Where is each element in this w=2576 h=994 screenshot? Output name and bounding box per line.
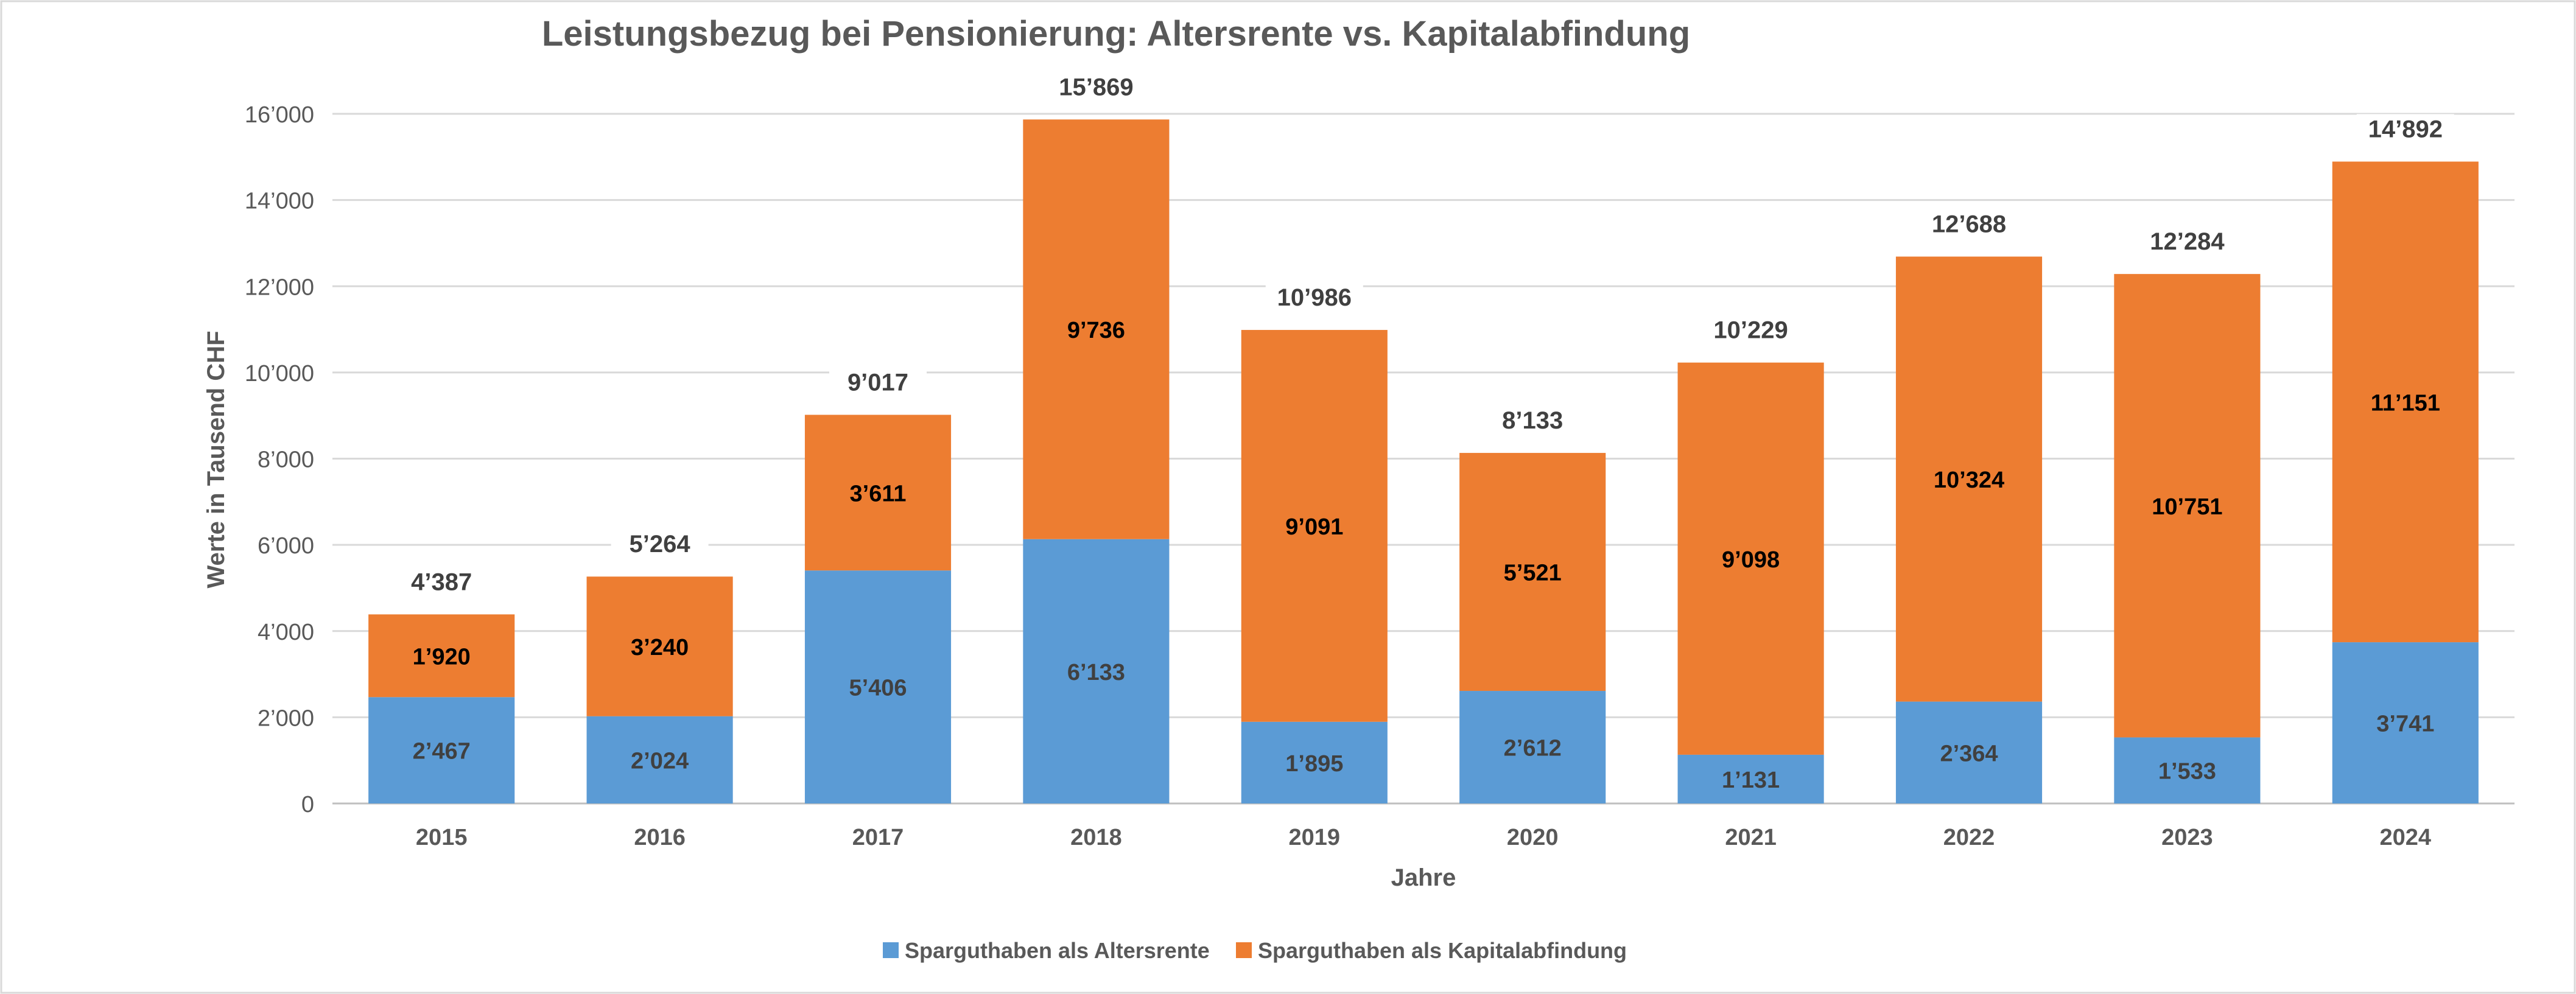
data-label: 11’151: [2371, 390, 2440, 416]
data-label: 10’324: [1934, 467, 2004, 493]
data-label: 1’533: [2158, 759, 2216, 785]
bar-segment: [1895, 256, 2043, 702]
bar-segment: [1677, 362, 1824, 755]
total-label: 10’986: [1277, 284, 1352, 311]
total-label-bg: [1484, 405, 1582, 436]
total-label-bg: [393, 567, 491, 598]
bar-segment: [804, 570, 952, 803]
x-tick-label: 2018: [1070, 825, 1122, 850]
total-label-bg: [1920, 209, 2018, 240]
y-axis-ticks: 0 2’000 4’000 6’000 8’000 10’000 12’000 14’000 1…: [245, 102, 314, 817]
bar-segment: [1023, 539, 1170, 803]
x-tick-label: 2016: [634, 825, 686, 850]
bar-segment: [2332, 642, 2479, 803]
data-label: 2’612: [1504, 736, 1562, 761]
total-label-bg: [1265, 282, 1363, 313]
y-tick-label: 0: [301, 792, 314, 817]
data-label: 5’406: [849, 676, 907, 701]
total-label: 4’387: [411, 569, 472, 595]
bar-segment: [368, 697, 515, 803]
x-tick-label: 2015: [416, 825, 468, 850]
total-label: 10’229: [1713, 317, 1788, 344]
x-tick-label: 2024: [2380, 825, 2432, 850]
bar-segment: [1023, 119, 1170, 539]
total-label-bg: [2356, 114, 2454, 145]
legend-swatch: [883, 942, 899, 958]
bar-segment: [2332, 161, 2479, 643]
data-label: 6’133: [1067, 660, 1125, 685]
bar-segment: [1241, 330, 1388, 722]
bar-segment: [368, 614, 515, 698]
x-tick-label: 2021: [1725, 825, 1777, 850]
total-label: 9’017: [848, 369, 908, 396]
bar-segment: [586, 716, 733, 803]
total-label-bg: [1702, 315, 1800, 346]
data-label: 2’467: [413, 739, 471, 765]
y-tick-label: 16’000: [245, 102, 314, 128]
total-label-bg: [829, 367, 927, 398]
total-label: 12’688: [1932, 211, 2006, 238]
legend-label: Sparguthaben als Kapitalabfindung: [1258, 938, 1627, 963]
x-axis-ticks: 2015 2016 2017 2018 2019 2020 2021 2022 2023 2024: [416, 825, 2431, 850]
total-label: 5’264: [630, 531, 691, 558]
y-tick-label: 4’000: [258, 620, 314, 645]
total-label: 15’869: [1059, 74, 1133, 100]
y-tick-label: 12’000: [245, 275, 314, 300]
y-tick-label: 14’000: [245, 189, 314, 214]
total-label-bg: [2138, 226, 2236, 257]
data-label: 2’364: [1940, 741, 1998, 766]
data-label: 1’131: [1722, 768, 1780, 793]
x-axis-label: Jahre: [1391, 864, 1456, 891]
bar-segment: [1459, 453, 1606, 691]
data-label: 9’098: [1722, 547, 1780, 573]
x-tick-label: 2020: [1507, 825, 1559, 850]
data-label: 1’895: [1285, 751, 1343, 777]
total-label-bg: [611, 529, 709, 560]
legend: Sparguthaben als Altersrente Sparguthaben…: [883, 938, 1627, 963]
y-tick-label: 8’000: [258, 447, 314, 473]
total-label-bg: [1047, 72, 1145, 103]
data-label: 9’736: [1067, 318, 1125, 343]
bars: 2’467 1’920 4’387 2’024 3’240 5’264 5’406 3’611…: [368, 72, 2479, 803]
y-tick-label: 10’000: [245, 361, 314, 387]
total-label: 8’133: [1502, 407, 1563, 434]
bar-segment: [1895, 701, 2043, 803]
x-tick-label: 2017: [852, 825, 904, 850]
data-label: 5’521: [1504, 561, 1562, 586]
data-label: 3’240: [631, 635, 689, 660]
data-label: 3’741: [2376, 712, 2434, 737]
y-tick-label: 2’000: [258, 705, 314, 731]
data-label: 10’751: [2152, 494, 2222, 520]
data-label: 2’024: [631, 748, 689, 774]
bar-segment: [2114, 737, 2261, 803]
bar-segment: [1241, 721, 1388, 803]
x-tick-label: 2022: [1943, 825, 1995, 850]
data-label: 9’091: [1285, 514, 1343, 540]
x-tick-label: 2019: [1289, 825, 1341, 850]
legend-label: Sparguthaben als Altersrente: [905, 938, 1210, 963]
total-label: 14’892: [2368, 116, 2443, 142]
bar-segment: [586, 576, 733, 716]
bar-segment: [804, 415, 952, 571]
y-axis-label: Werte in Tausend CHF: [203, 331, 230, 588]
legend-swatch: [1236, 942, 1252, 958]
x-tick-label: 2023: [2161, 825, 2213, 850]
bar-segment: [1459, 691, 1606, 803]
chart-title: Leistungsbezug bei Pensionierung: Alters…: [542, 14, 1690, 54]
bar-segment: [1677, 754, 1824, 803]
y-tick-label: 6’000: [258, 533, 314, 559]
bar-segment: [2114, 274, 2261, 738]
data-label: 1’920: [413, 644, 471, 670]
data-label: 3’611: [850, 481, 907, 506]
total-label: 12’284: [2150, 228, 2225, 255]
